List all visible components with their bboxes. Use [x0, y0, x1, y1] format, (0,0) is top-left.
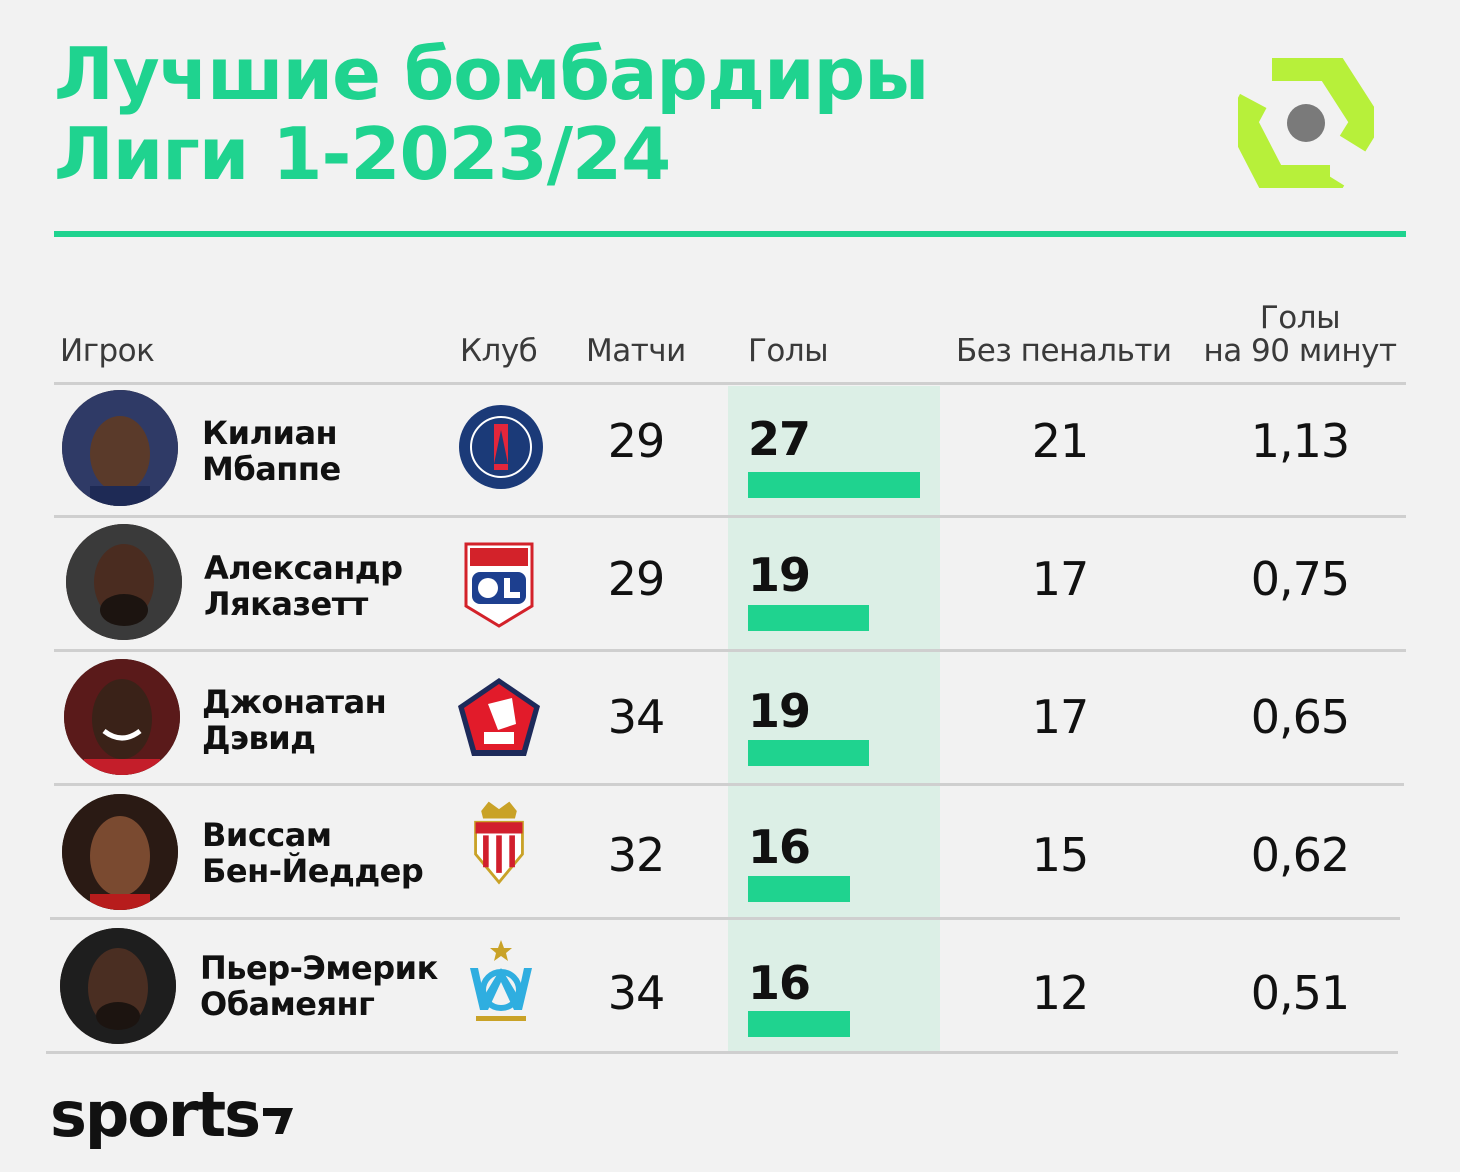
goals-bar-5 [748, 1011, 850, 1037]
per90-3: 0,65 [1250, 690, 1350, 744]
per90-5: 0,51 [1250, 966, 1350, 1020]
player-name-5: Пьер-Эмерик Обамеянг [200, 949, 438, 1023]
title-line-2: Лиги 1-2023/24 [54, 112, 671, 196]
header-per90-line2: на 90 минут [1203, 333, 1397, 369]
header-per90: Голы на 90 минут [1200, 302, 1400, 368]
goals-bar-3 [748, 740, 869, 766]
player-name-3: Джонатан Дэвид [202, 683, 387, 757]
matches-3: 34 [607, 690, 666, 744]
player-photo-ben-yedder [62, 794, 178, 910]
ligue1-logo-icon [1238, 58, 1374, 188]
goals-2: 19 [748, 548, 811, 602]
title-divider [54, 231, 1406, 237]
per90-2: 0,75 [1250, 552, 1350, 606]
player-photo-david [64, 659, 180, 775]
goals-4: 16 [748, 820, 811, 874]
header-non-penalty: Без пенальти [956, 333, 1172, 369]
player-photo-mbappe [62, 390, 178, 506]
player-photo-aubameyang [60, 928, 176, 1044]
sports-logo: sports [50, 1078, 295, 1151]
goals-3: 19 [748, 684, 811, 738]
player-name-2: Александр Ляказетт [204, 549, 403, 623]
non-penalty-3: 17 [1031, 690, 1090, 744]
non-penalty-4: 15 [1031, 828, 1090, 882]
monaco-crest-icon [474, 801, 524, 885]
matches-2: 29 [607, 552, 666, 606]
row-divider [54, 783, 1404, 786]
goals-5: 16 [748, 956, 811, 1010]
header-club: Клуб [460, 333, 538, 369]
page-title: Лучшие бомбардиры Лиги 1-2023/24 [54, 32, 929, 196]
player-name-4: Виссам Бен-Йеддер [202, 816, 424, 890]
per90-4: 0,62 [1250, 828, 1350, 882]
header-goals: Голы [748, 333, 829, 369]
lyon-crest-icon [464, 542, 534, 628]
title-line-1: Лучшие бомбардиры [54, 32, 929, 116]
psg-crest-icon [459, 405, 543, 489]
header-per90-line1: Голы [1259, 300, 1341, 336]
per90-1: 1,13 [1250, 414, 1350, 468]
non-penalty-1: 21 [1031, 414, 1090, 468]
non-penalty-2: 17 [1031, 552, 1090, 606]
player-photo-lacazette [66, 524, 182, 640]
header-matches: Матчи [586, 333, 686, 369]
non-penalty-5: 12 [1031, 966, 1090, 1020]
goals-1: 27 [748, 412, 811, 466]
row-divider [54, 649, 1406, 652]
goals-bar-1 [748, 472, 920, 498]
table-bottom-divider [46, 1051, 1398, 1054]
goals-bar-2 [748, 605, 869, 631]
table-header-divider [54, 382, 1406, 385]
sports-mark-icon [263, 1108, 293, 1134]
goals-bar-4 [748, 876, 850, 902]
lille-crest-icon [458, 678, 540, 756]
header-player: Игрок [60, 333, 155, 369]
player-name-1: Килиан Мбаппе [202, 414, 341, 488]
matches-4: 32 [607, 828, 666, 882]
row-divider [50, 917, 1400, 920]
marseille-crest-icon [470, 940, 532, 1021]
matches-1: 29 [607, 414, 666, 468]
row-divider [54, 515, 1406, 518]
matches-5: 34 [607, 966, 666, 1020]
